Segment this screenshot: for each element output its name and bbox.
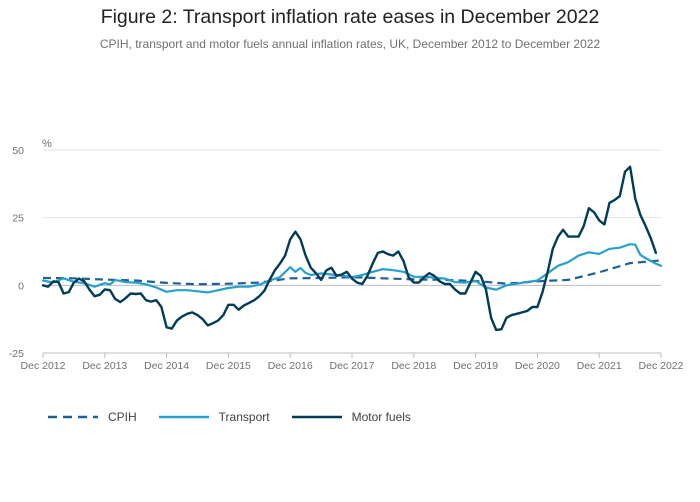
legend-swatch xyxy=(291,415,342,419)
x-tick-label: Dec 2017 xyxy=(330,360,375,372)
x-tick-label: Dec 2018 xyxy=(391,360,436,372)
x-tick-label: Dec 2014 xyxy=(144,360,189,372)
chart-title: Figure 2: Transport inflation rate eases… xyxy=(100,6,600,28)
legend-item-cpih[interactable]: CPIH xyxy=(46,410,137,424)
y-unit-label: % xyxy=(42,138,52,150)
legend-item-transport[interactable]: Transport xyxy=(157,410,270,424)
series-line-motor-fuels xyxy=(41,165,658,332)
legend-label: Motor fuels xyxy=(351,410,411,424)
legend-label: Transport xyxy=(218,410,270,424)
legend: CPIH Transport Motor fuels xyxy=(46,408,431,426)
x-tick-label: Dec 2016 xyxy=(268,360,313,372)
x-tick-label: Dec 2021 xyxy=(577,360,622,372)
y-tick-label: -25 xyxy=(9,348,24,360)
legend-item-motor-fuels[interactable]: Motor fuels xyxy=(290,410,411,424)
series-line-transport xyxy=(41,243,663,294)
series-lines xyxy=(41,165,663,332)
y-tick-label: 0 xyxy=(18,280,24,292)
legend-swatch xyxy=(48,415,98,419)
legend-label: CPIH xyxy=(108,410,137,424)
y-tick-label: 25 xyxy=(12,213,24,225)
x-tick-label: Dec 2015 xyxy=(206,360,251,372)
x-tick-label: Dec 2013 xyxy=(82,360,127,372)
x-tick-label: Dec 2019 xyxy=(453,360,498,372)
legend-swatch xyxy=(158,415,209,419)
gridlines xyxy=(43,149,661,354)
x-tick-label: Dec 2022 xyxy=(639,360,684,372)
x-tick-label: Dec 2020 xyxy=(515,360,560,372)
y-tick-label: 50 xyxy=(12,145,24,157)
series-line-cpih xyxy=(42,259,662,286)
chart-subtitle: CPIH, transport and motor fuels annual i… xyxy=(99,37,601,51)
x-tick-label: Dec 2012 xyxy=(21,360,66,372)
